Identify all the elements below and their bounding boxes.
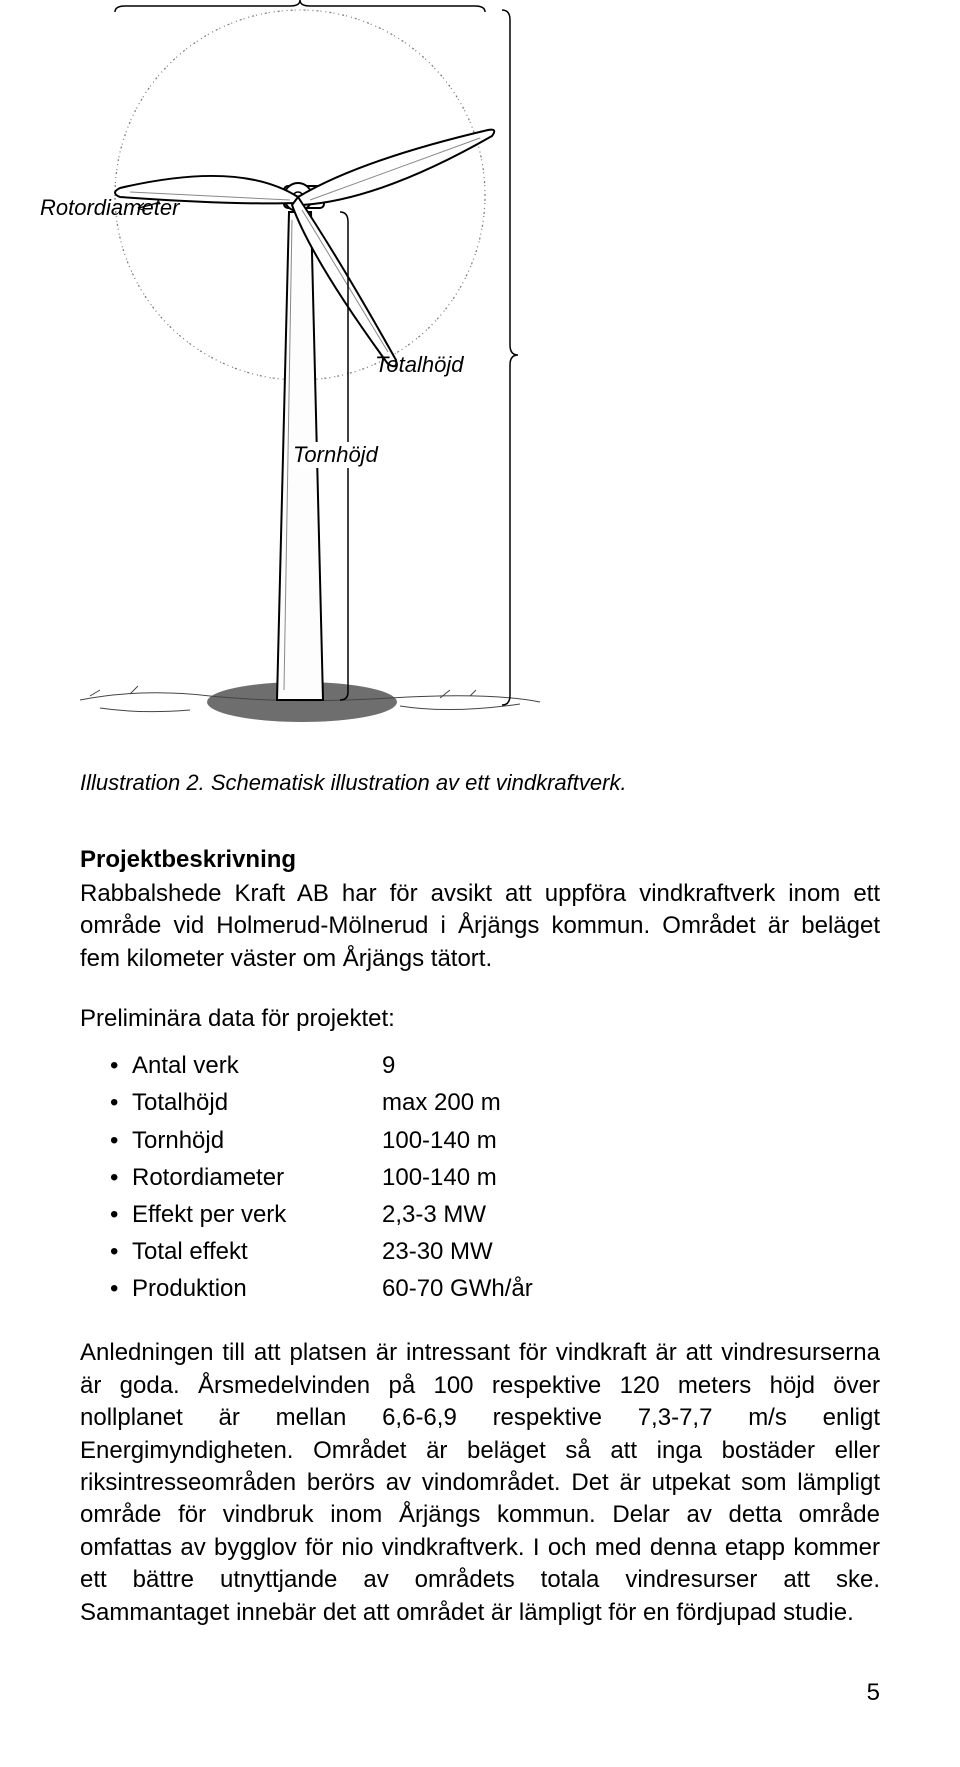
list-item: Total effekt23-30 MW bbox=[110, 1233, 880, 1270]
label-totalhojd: Totalhöjd bbox=[375, 352, 463, 378]
list-item: Effekt per verk2,3-3 MW bbox=[110, 1196, 880, 1233]
list-item: Tornhöjd100-140 m bbox=[110, 1122, 880, 1159]
list-item: Rotordiameter100-140 m bbox=[110, 1159, 880, 1196]
turbine-svg bbox=[40, 0, 560, 760]
intro-paragraph: Rabbalshede Kraft AB har för avsikt att … bbox=[80, 878, 880, 975]
section-title: Projektbeskrivning bbox=[80, 846, 880, 874]
list-item: Produktion60-70 GWh/år bbox=[110, 1270, 880, 1307]
page-number: 5 bbox=[80, 1679, 880, 1707]
turbine-figure: Rotordiameter Totalhöjd Tornhöjd bbox=[40, 0, 560, 760]
label-rotordiameter: Rotordiameter bbox=[40, 195, 179, 221]
list-item: Antal verk9 bbox=[110, 1047, 880, 1084]
list-intro: Preliminära data för projektet: bbox=[80, 1005, 880, 1033]
project-data-list: Antal verk9 Totalhöjdmax 200 m Tornhöjd1… bbox=[110, 1047, 880, 1307]
figure-caption: Illustration 2. Schematisk illustration … bbox=[80, 770, 880, 796]
body-paragraph-2: Anledningen till att platsen är intressa… bbox=[80, 1337, 880, 1629]
label-tornhojd: Tornhöjd bbox=[290, 442, 381, 468]
list-item: Totalhöjdmax 200 m bbox=[110, 1084, 880, 1121]
